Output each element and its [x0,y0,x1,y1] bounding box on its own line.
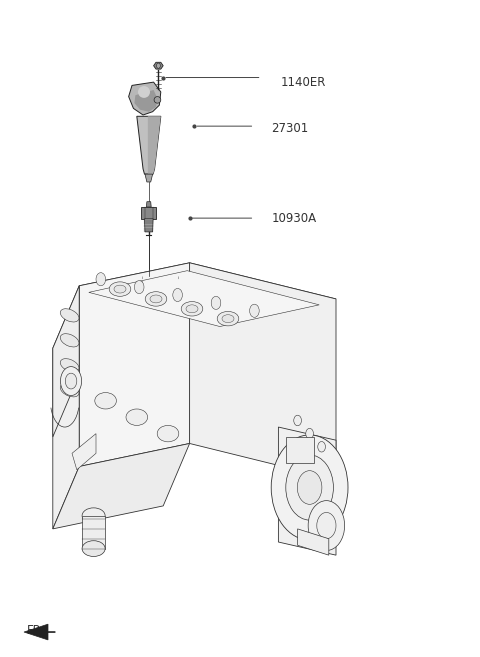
Polygon shape [72,434,96,470]
Circle shape [271,435,348,540]
Circle shape [297,470,322,505]
Ellipse shape [82,508,105,524]
Ellipse shape [181,302,203,316]
Ellipse shape [157,426,179,442]
Polygon shape [137,116,161,174]
Polygon shape [141,207,156,219]
FancyBboxPatch shape [286,437,314,463]
Text: FR.: FR. [26,624,45,637]
Text: 27301: 27301 [271,122,309,135]
Polygon shape [190,263,336,480]
Ellipse shape [109,282,131,296]
Circle shape [60,367,82,396]
Ellipse shape [60,309,79,322]
Polygon shape [82,516,105,549]
Polygon shape [53,286,79,529]
Circle shape [294,415,301,426]
Polygon shape [53,286,79,437]
Polygon shape [134,90,157,112]
Polygon shape [89,271,319,327]
Circle shape [250,304,259,317]
Circle shape [318,442,325,452]
Polygon shape [79,263,336,322]
Polygon shape [154,62,163,69]
Polygon shape [278,427,336,555]
Ellipse shape [60,359,79,372]
Polygon shape [79,263,190,466]
Ellipse shape [154,97,161,103]
Circle shape [317,512,336,539]
Polygon shape [144,219,153,232]
Ellipse shape [82,541,105,556]
Circle shape [65,373,77,389]
Circle shape [156,63,160,68]
Ellipse shape [222,315,234,323]
Polygon shape [53,443,190,529]
Circle shape [96,273,106,286]
Circle shape [211,296,221,309]
Ellipse shape [150,295,162,303]
Polygon shape [129,82,161,115]
Ellipse shape [217,311,239,326]
Polygon shape [148,116,161,174]
Polygon shape [145,174,153,182]
Ellipse shape [60,334,79,347]
Circle shape [173,288,182,302]
Circle shape [306,428,313,439]
Polygon shape [298,529,329,555]
Polygon shape [24,624,48,640]
Ellipse shape [138,86,150,98]
Ellipse shape [126,409,148,426]
Ellipse shape [95,393,116,409]
Ellipse shape [60,384,79,397]
Ellipse shape [145,292,167,306]
Text: 10930A: 10930A [271,212,316,225]
Polygon shape [146,202,151,207]
Circle shape [286,455,334,520]
Circle shape [308,501,345,551]
Text: 1140ER: 1140ER [281,76,326,89]
Ellipse shape [114,285,126,293]
Circle shape [134,281,144,294]
Ellipse shape [186,305,198,313]
